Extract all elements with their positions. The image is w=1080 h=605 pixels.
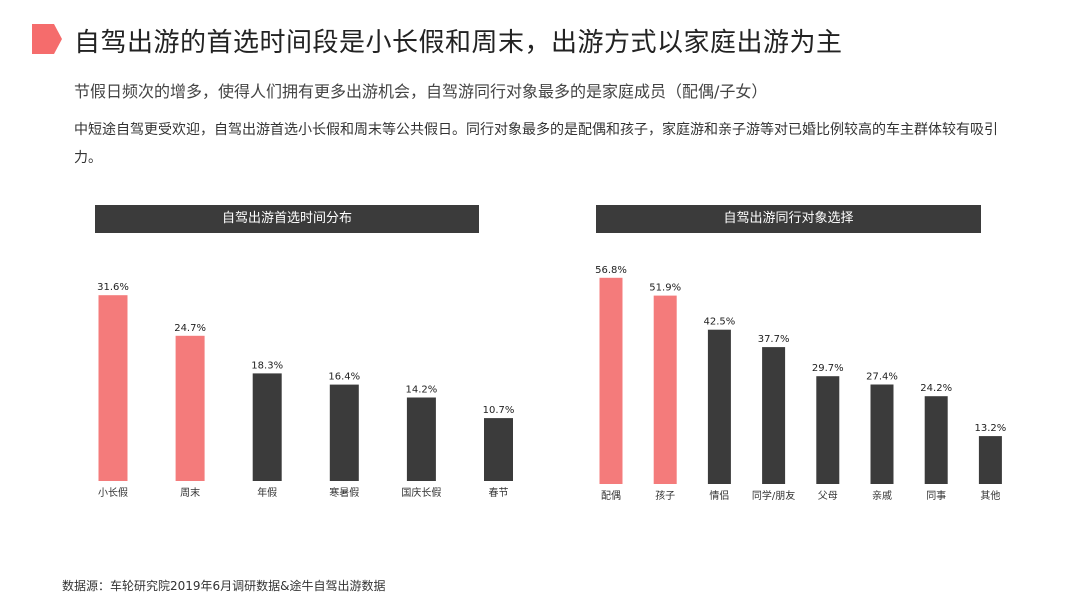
page-description: 中短途自驾更受欢迎，自驾出游首选小长假和周末等公共假日。同行对象最多的是配偶和孩… <box>74 122 998 166</box>
category-label-companion-6: 同事 <box>926 489 946 502</box>
bar-time-5 <box>484 418 513 481</box>
bar-time-0 <box>98 295 128 481</box>
bar-time-2 <box>252 373 282 481</box>
bar-companion-1 <box>653 295 677 484</box>
value-label-time-4: 14.2% <box>406 385 438 396</box>
chart-title-travel-time: 自驾出游首选时间分布 <box>95 205 479 233</box>
category-label-companion-2: 情侣 <box>709 489 729 502</box>
title-accent-icon <box>32 24 62 54</box>
bar-companion-6 <box>924 396 948 484</box>
bar-companion-7 <box>978 436 1002 484</box>
category-label-companion-0: 配偶 <box>601 489 621 502</box>
category-label-companion-7: 其他 <box>980 489 1000 502</box>
category-label-companion-5: 亲戚 <box>872 489 892 502</box>
bar-companion-5 <box>870 384 894 484</box>
category-label-time-2: 年假 <box>257 486 277 499</box>
value-label-companion-5: 27.4% <box>866 372 898 383</box>
page-subtitle: 节假日频次的增多，使得人们拥有更多出游机会，自驾游同行对象最多的是家庭成员（配偶… <box>74 82 768 101</box>
data-source-note: 数据源：车轮研究院2019年6月调研数据&途牛自驾出游数据 <box>62 579 386 593</box>
category-label-companion-4: 父母 <box>818 490 838 502</box>
value-label-time-5: 10.7% <box>483 405 515 416</box>
category-label-time-1: 周末 <box>180 486 200 499</box>
value-label-time-0: 31.6% <box>97 282 129 293</box>
value-label-companion-6: 24.2% <box>920 383 952 394</box>
value-label-companion-3: 37.7% <box>758 334 790 345</box>
bar-time-1 <box>175 335 205 481</box>
category-label-time-3: 寒暑假 <box>329 486 359 499</box>
category-label-companion-3: 同学/朋友 <box>752 489 795 502</box>
page-title: 自驾出游的首选时间段是小长假和周末，出游方式以家庭出游为主 <box>74 28 843 58</box>
value-label-time-1: 24.7% <box>174 323 206 334</box>
value-label-companion-7: 13.2% <box>975 423 1007 434</box>
bar-companion-4 <box>816 376 840 484</box>
value-label-time-2: 18.3% <box>251 360 283 371</box>
category-label-time-0: 小长假 <box>98 486 128 499</box>
bar-companion-3 <box>762 347 786 484</box>
value-label-time-3: 16.4% <box>328 372 360 383</box>
bar-time-3 <box>329 384 359 481</box>
bar-time-4 <box>406 397 436 481</box>
bar-companion-2 <box>707 329 731 484</box>
value-label-companion-1: 51.9% <box>649 283 681 294</box>
chart-title-companions: 自驾出游同行对象选择 <box>596 205 981 233</box>
bar-companion-0 <box>599 277 623 484</box>
value-label-companion-0: 56.8% <box>595 265 627 276</box>
category-label-companion-1: 孩子 <box>655 489 675 502</box>
value-label-companion-2: 42.5% <box>704 317 736 328</box>
category-label-time-4: 国庆长假 <box>401 486 441 499</box>
value-label-companion-4: 29.7% <box>812 363 844 374</box>
category-label-time-5: 春节 <box>489 487 509 499</box>
